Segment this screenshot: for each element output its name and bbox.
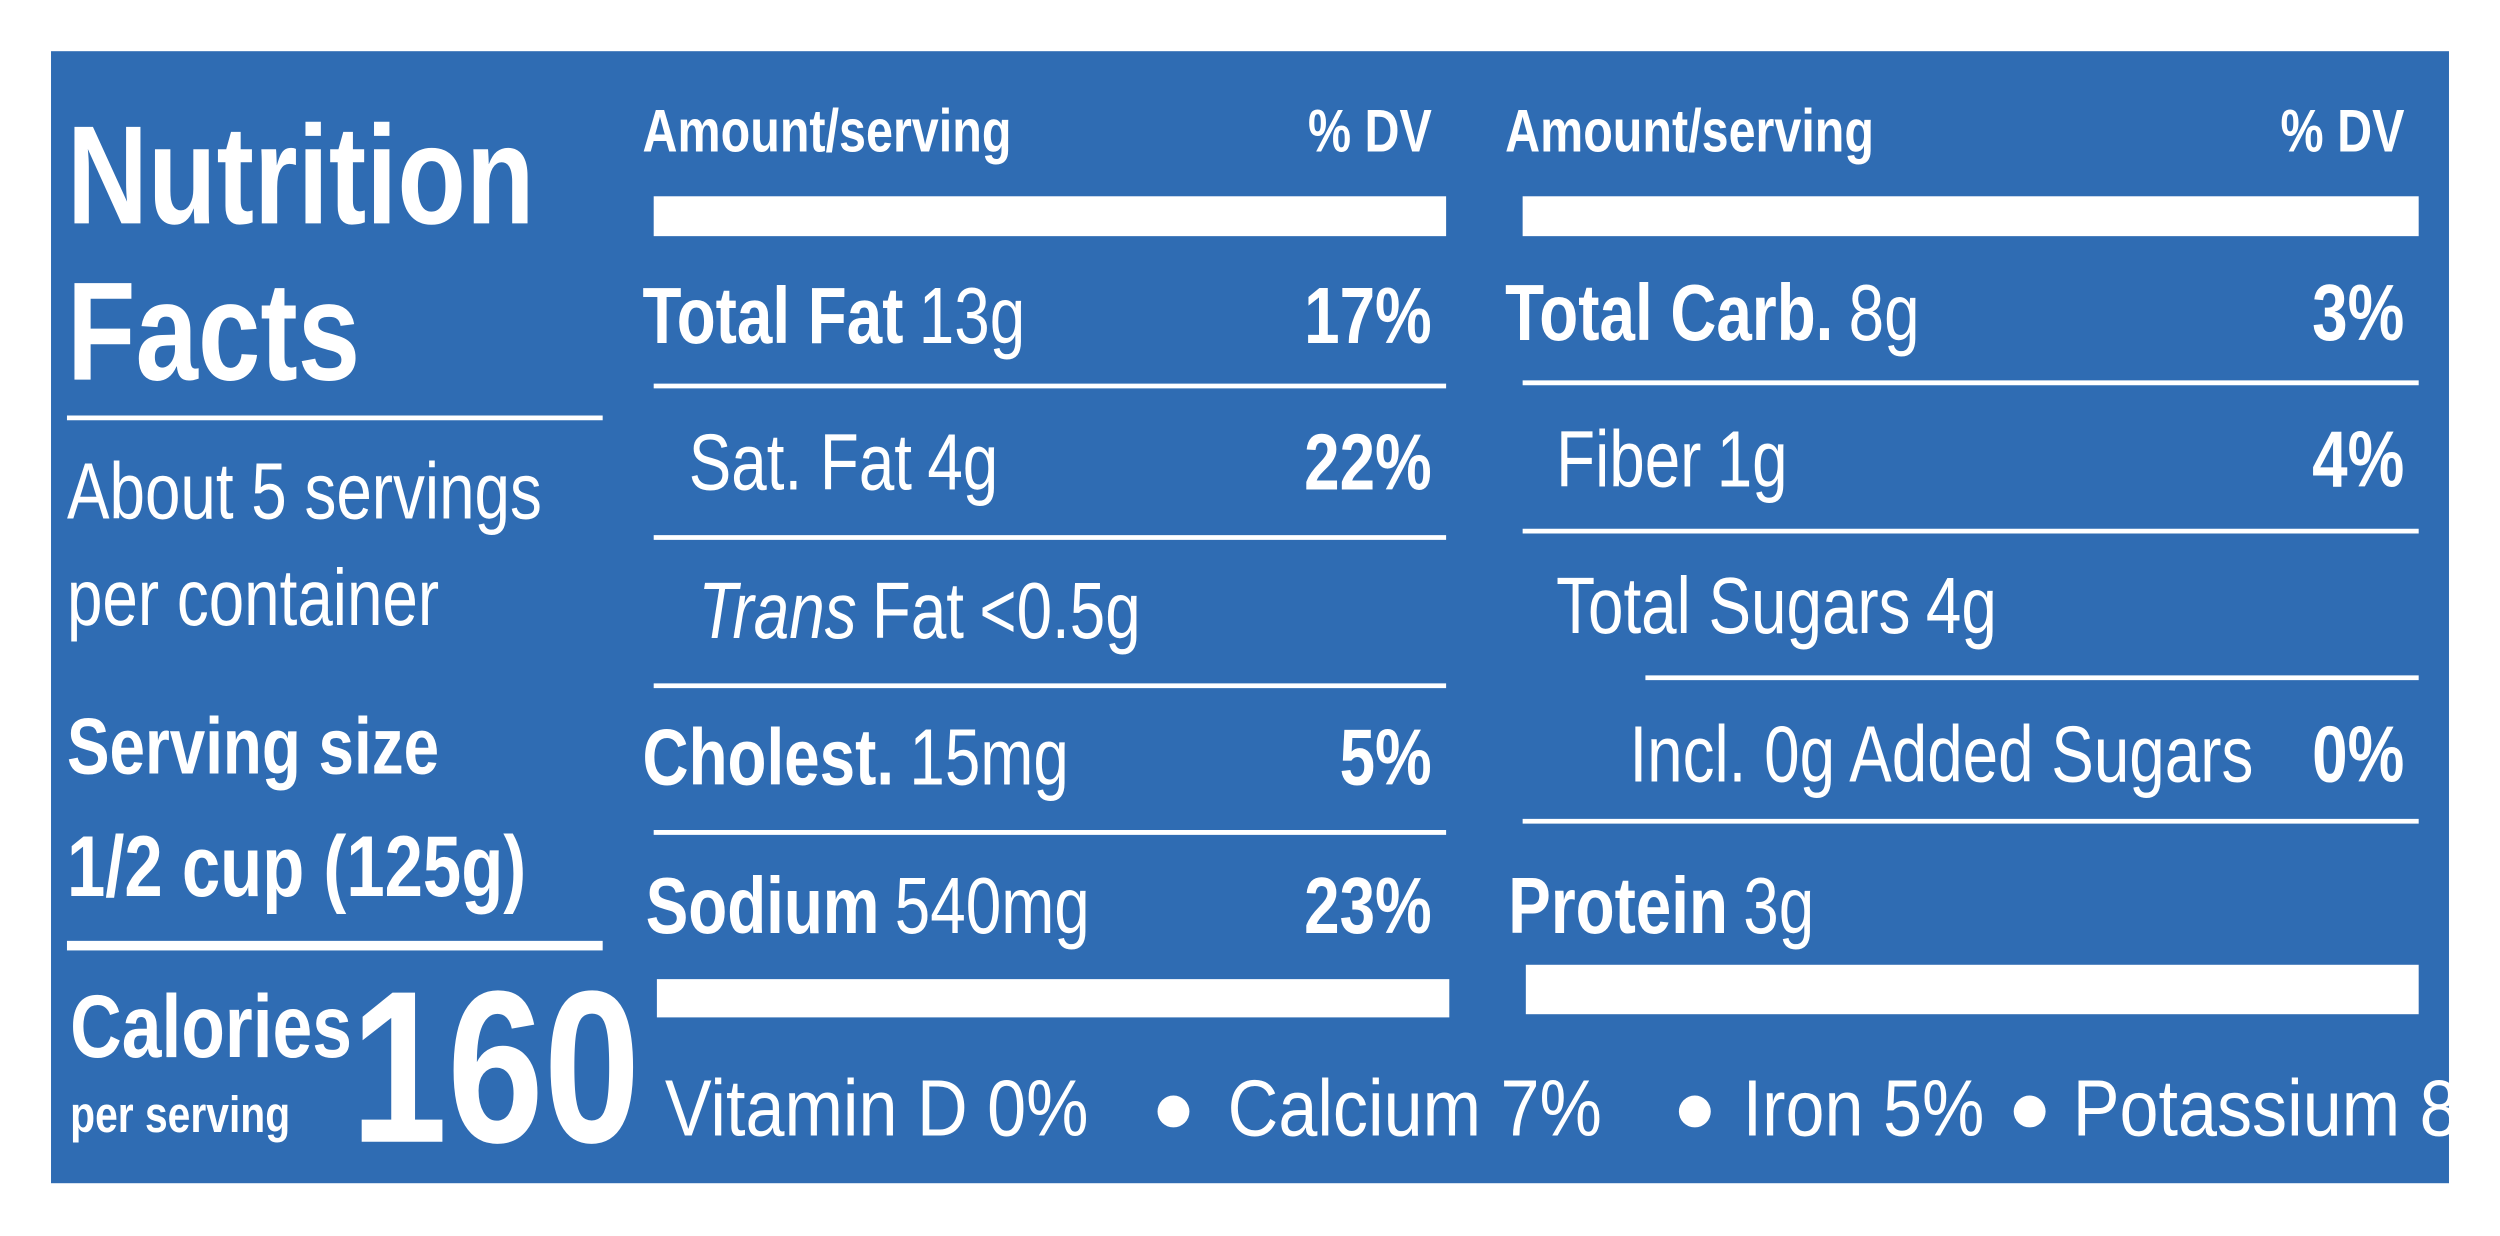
nutrient-name: Fat: [872, 567, 964, 655]
nutrient: Fiber 1g: [1556, 416, 1788, 504]
title-line: Facts: [67, 253, 360, 410]
serving-size-label: Serving size: [67, 703, 439, 791]
daily-value: 5%: [1340, 714, 1432, 802]
nutrient: Total Fat 13g: [643, 272, 1026, 360]
vitamin-item: Vitamin D 0%: [665, 1063, 1089, 1152]
nutrient: Cholest. 15mg: [643, 714, 1069, 802]
calories-value: 160: [351, 945, 640, 1188]
daily-value: 23%: [1304, 862, 1432, 950]
nutrient-name: Total Fat: [643, 272, 904, 360]
calories-sub: per serving: [70, 1086, 290, 1143]
nutrient-amount: <0.5g: [979, 567, 1140, 655]
nutrient-name: Sodium: [646, 862, 880, 950]
column-header: Amount/serving: [643, 96, 1012, 164]
calories-label: Calories: [70, 978, 352, 1077]
nutrient: Total Sugars 4g: [1556, 562, 1997, 650]
thick-bar: [653, 196, 1447, 237]
nutrient-amount: 4g: [1926, 562, 1997, 650]
nutrient-amount: 1g: [1717, 416, 1788, 504]
nutrient-amount: 540mg: [895, 862, 1090, 950]
nutrient: Trans Fat <0.5g: [698, 567, 1140, 655]
nutrient-name: Total Sugars: [1556, 562, 1910, 650]
column-header: % DV: [2281, 96, 2405, 164]
nutrient-amount: 4g: [927, 419, 998, 507]
nutrient-amount: 13g: [919, 272, 1025, 360]
nutrient-amount: 8g: [1849, 269, 1920, 357]
daily-value: 4%: [2312, 416, 2404, 504]
nutrient-name: Protein: [1508, 862, 1728, 950]
vitamin-item: Potassium 8%: [2073, 1063, 2500, 1152]
nutrient-name-italic: Trans: [698, 567, 856, 655]
divider: [66, 940, 603, 951]
servings-text: About 5 servings: [67, 448, 542, 536]
serving-size: 1/2 cup (125g): [67, 818, 526, 915]
column-header: % DV: [1308, 96, 1432, 164]
title-line: Nutrition: [67, 96, 535, 253]
thick-bar: [656, 979, 1450, 1018]
nutrient-amount: 15mg: [909, 714, 1069, 802]
servings-text: per container: [67, 554, 439, 642]
daily-value: 22%: [1304, 419, 1432, 507]
daily-value: 3%: [2312, 269, 2404, 357]
nutrient: Sat. Fat 4g: [689, 419, 998, 507]
vitamin-item: Iron 5%: [1743, 1063, 1985, 1152]
vitamin-item: Calcium 7%: [1228, 1063, 1602, 1152]
thick-bar: [1525, 964, 2419, 1015]
bullet: [1157, 1095, 1190, 1128]
nutrient-name: Fiber: [1556, 416, 1701, 504]
nutrient: Sodium 540mg: [646, 862, 1090, 950]
bullet: [2013, 1095, 2046, 1128]
nutrient: Total Carb. 8g: [1505, 269, 1920, 357]
nutrient-amount: 3g: [1743, 862, 1814, 950]
bullet: [1678, 1095, 1711, 1128]
daily-value: 17%: [1304, 272, 1432, 360]
thick-bar: [1522, 196, 2419, 237]
column-header: Amount/serving: [1505, 96, 1874, 164]
nutrient: Protein 3g: [1508, 862, 1814, 950]
daily-value: 0%: [2312, 711, 2404, 799]
nutrient-name: Cholest.: [643, 714, 895, 802]
nutrient-name: Incl. 0g Added Sugars: [1629, 711, 2253, 799]
nutrient-name: Sat. Fat: [689, 419, 912, 507]
nutrient-name: Total Carb.: [1505, 269, 1833, 357]
